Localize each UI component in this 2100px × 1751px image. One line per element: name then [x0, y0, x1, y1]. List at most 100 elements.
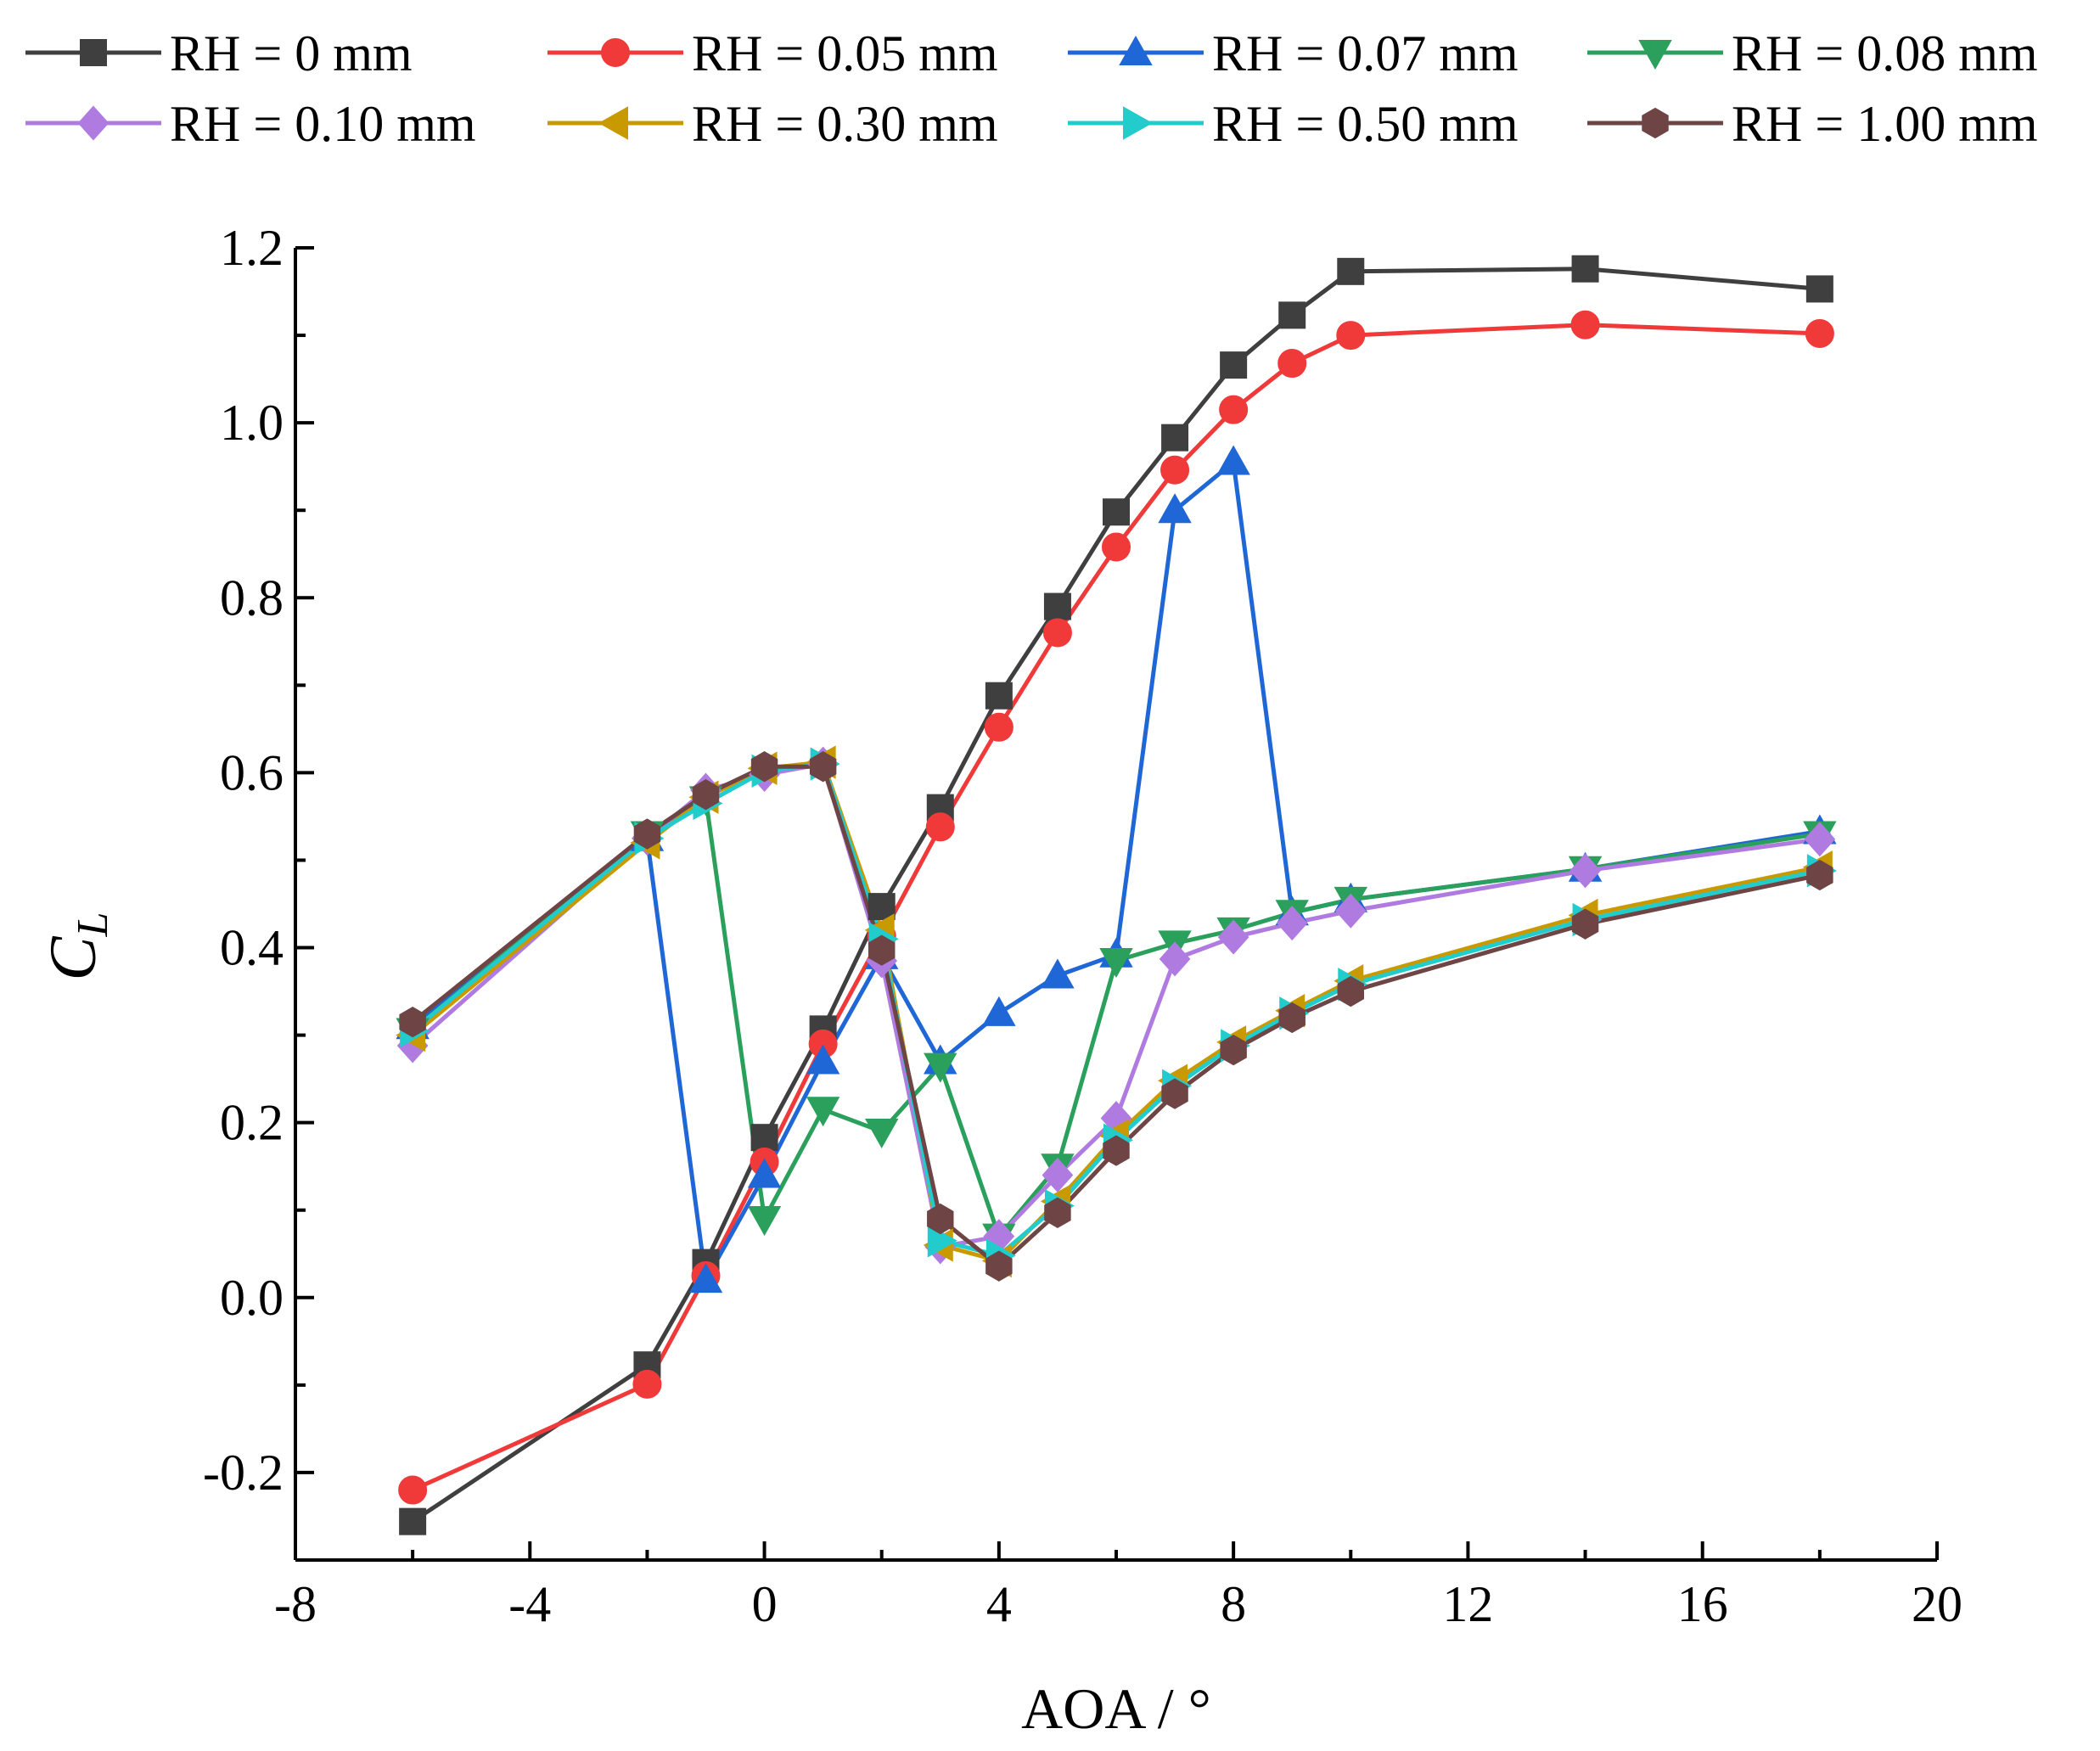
legend-item: RH = 0 mm — [25, 25, 413, 81]
series-3-point — [806, 1044, 840, 1075]
series-2-point — [398, 1475, 428, 1505]
legend-swatch-marker — [601, 38, 630, 67]
legend-item: RH = 0.10 mm — [25, 96, 476, 152]
series-3-point — [1041, 958, 1075, 989]
legend-label: RH = 0.05 mm — [692, 25, 998, 81]
y-tick-label: 1.0 — [220, 395, 284, 451]
x-tick-label: 4 — [986, 1576, 1012, 1632]
series-3-point — [1216, 445, 1250, 475]
series-1-points — [399, 255, 1833, 1535]
series-2-point — [1570, 310, 1600, 340]
y-axis-title-main: C — [36, 935, 109, 980]
series-2-point — [1219, 395, 1249, 424]
legend-swatch-marker — [80, 39, 107, 66]
series-8-line — [411, 764, 1821, 1269]
series-6-points — [396, 745, 1833, 1278]
series-8-point — [692, 779, 720, 811]
series-1-point — [1805, 275, 1833, 303]
series-5-point — [1159, 941, 1191, 977]
legend-swatch-marker — [1638, 40, 1672, 70]
legend-swatch-marker — [77, 105, 109, 141]
legend: RH = 0 mm RH = 0.05 mm RH = 0.07 mm RH = 0.… — [25, 25, 2038, 152]
legend-label: RH = 0.10 mm — [170, 96, 476, 152]
legend-label: RH = 0.30 mm — [692, 96, 998, 152]
series-2-point — [984, 712, 1014, 742]
series-5-point — [1217, 919, 1249, 955]
series-4-point — [865, 1118, 899, 1149]
y-tick-label: 0.2 — [220, 1095, 284, 1151]
legend-label: RH = 0.07 mm — [1212, 25, 1519, 81]
legend-item: RH = 0.50 mm — [1068, 96, 1519, 152]
series-1-point — [1043, 592, 1071, 620]
ticks: -8 -4 0 4 8 12 16 20 -0.2 0.0 0.2 0.4 0.6 0.8 1.0 1.2 — [203, 220, 1962, 1632]
series-8-point — [1161, 1078, 1188, 1109]
legend-swatch-marker — [1123, 106, 1154, 140]
series-5-point — [1334, 893, 1367, 929]
series-4-point — [747, 1206, 782, 1237]
series-2-point — [1805, 319, 1834, 349]
legend-item: RH = 0.08 mm — [1587, 25, 2038, 81]
x-tick-label: 8 — [1221, 1576, 1246, 1632]
series-8-point — [1571, 908, 1599, 940]
series-5-point — [1276, 906, 1308, 941]
x-tick-label: 16 — [1677, 1576, 1728, 1632]
series-1-point — [1571, 255, 1599, 283]
series-4-points — [396, 786, 1837, 1254]
legend-label: RH = 0.08 mm — [1732, 25, 2038, 81]
series-1-point — [1103, 498, 1130, 526]
series-8-point — [868, 934, 896, 966]
x-tick-label: -8 — [274, 1576, 317, 1632]
series-2-point — [925, 812, 955, 842]
series-markers — [396, 255, 1837, 1535]
series-2-point — [1277, 349, 1307, 379]
x-tick-label: 20 — [1912, 1576, 1962, 1632]
series-8-points — [399, 751, 1833, 1282]
series-2-point — [632, 1369, 662, 1399]
y-tick-label: -0.2 — [203, 1445, 284, 1501]
series-8-point — [1103, 1135, 1130, 1166]
series-2-points — [398, 310, 1834, 1505]
x-tick-label: -4 — [508, 1576, 551, 1632]
series-8-point — [399, 1006, 426, 1038]
series-6-line — [411, 760, 1821, 1263]
x-axis-title: AOA / ° — [1021, 1676, 1211, 1741]
series-lines — [411, 267, 1821, 1524]
series-4-line — [411, 796, 1821, 1239]
legend-label: RH = 0 mm — [170, 25, 413, 81]
series-4-point — [924, 1052, 957, 1083]
series-8-point — [809, 751, 837, 783]
x-tick-label: 0 — [752, 1576, 778, 1632]
series-5-line — [411, 761, 1821, 1249]
series-8-point — [927, 1203, 954, 1235]
legend-item: RH = 0.07 mm — [1068, 25, 1519, 81]
series-1-point — [1161, 424, 1189, 452]
series-8-point — [633, 818, 661, 850]
series-3-point — [688, 1263, 723, 1294]
series-5-point — [1569, 853, 1601, 889]
legend-item: RH = 1.00 mm — [1587, 96, 2038, 152]
series-4-point — [806, 1097, 840, 1127]
x-tick-label: 12 — [1442, 1576, 1493, 1632]
legend-swatch-marker — [1119, 35, 1153, 65]
series-2-point — [1042, 618, 1072, 648]
y-tick-label: 0.8 — [220, 570, 284, 626]
series-5-points — [396, 746, 1836, 1265]
series-8-point — [1806, 859, 1833, 891]
y-tick-label: 0.6 — [220, 744, 284, 800]
series-3-point — [982, 996, 1016, 1026]
series-2-point — [1160, 455, 1190, 485]
y-tick-label: 0.4 — [220, 920, 284, 976]
series-5-point — [1042, 1158, 1074, 1193]
y-tick-label: 0.0 — [220, 1270, 284, 1326]
legend-label: RH = 0.50 mm — [1212, 96, 1519, 152]
series-2-line — [412, 323, 1820, 1492]
series-8-point — [985, 1250, 1013, 1282]
series-8-point — [1278, 1002, 1305, 1034]
y-axis-title-sub: L — [69, 912, 117, 938]
series-8-point — [1044, 1197, 1071, 1228]
legend-label: RH = 1.00 mm — [1732, 96, 2038, 152]
legend-swatch-marker — [598, 106, 628, 140]
series-2-point — [1102, 532, 1131, 562]
series-8-point — [1337, 975, 1365, 1007]
